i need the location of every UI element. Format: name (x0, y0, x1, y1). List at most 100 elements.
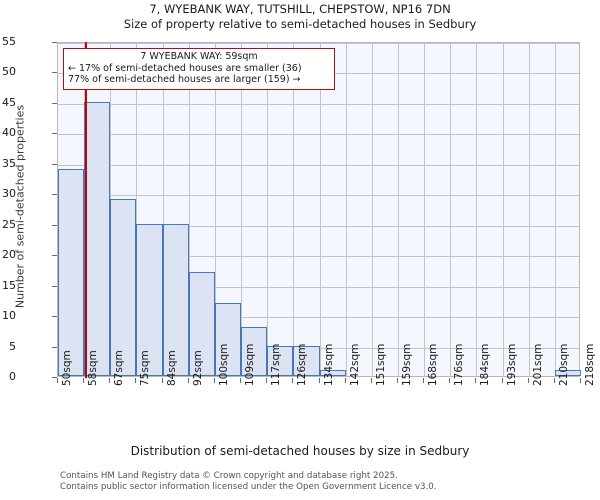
gridline-v (529, 43, 530, 376)
x-axis-tick-label: 126sqm (296, 343, 308, 386)
gridline-v (476, 43, 477, 376)
annotation-box: 7 WYEBANK WAY: 59sqm ← 17% of semi-detac… (63, 48, 335, 90)
gridline-v (241, 43, 242, 376)
chart-title: 7, WYEBANK WAY, TUTSHILL, CHEPSTOW, NP16… (149, 2, 451, 16)
y-axis-tick-mark (52, 346, 57, 348)
x-axis-tick-mark (528, 378, 529, 383)
gridline-h (58, 195, 579, 197)
x-axis-tick-label: 84sqm (166, 350, 178, 386)
x-axis-tick-label: 201sqm (532, 343, 544, 386)
y-axis-tick-label: 25 (2, 217, 16, 231)
x-axis-tick-label: 75sqm (139, 350, 151, 386)
x-axis-tick-label: 184sqm (479, 343, 491, 386)
y-axis-tick-label: 50 (2, 65, 16, 79)
y-axis-tick-mark (52, 194, 57, 196)
gridline-v (503, 43, 504, 376)
y-axis-tick-mark (52, 255, 57, 257)
histogram-bar (84, 101, 110, 376)
gridline-v (136, 43, 137, 376)
x-axis-tick-mark (319, 378, 320, 383)
gridline-h (58, 43, 579, 44)
histogram-bar (241, 327, 267, 376)
x-axis-tick-label: 134sqm (323, 343, 335, 386)
x-axis-tick-mark (423, 378, 424, 383)
gridline-v (555, 43, 556, 376)
y-axis-tick-mark (52, 316, 57, 318)
gridline-v (450, 43, 451, 376)
footer-line-2: Contains public sector information licen… (60, 481, 437, 492)
x-axis-tick-label: 168sqm (427, 343, 439, 386)
x-axis-tick-mark (83, 378, 84, 383)
y-axis-tick-label: 35 (2, 156, 16, 170)
x-axis-tick-mark (266, 378, 267, 383)
x-axis-tick-mark (371, 378, 372, 383)
y-axis-tick-label: 20 (2, 248, 16, 262)
gridline-v (346, 43, 347, 376)
x-axis-tick-label: 210sqm (558, 343, 570, 386)
histogram-bar (163, 223, 189, 376)
gridline-v (189, 43, 190, 376)
bar-series (58, 43, 581, 376)
y-axis-tick-mark (52, 224, 57, 226)
footer-attribution: Contains HM Land Registry data © Crown c… (60, 471, 600, 492)
y-axis-tick-label: 15 (2, 278, 16, 292)
x-axis-tick-mark (292, 378, 293, 383)
y-axis-tick-label: 45 (2, 95, 16, 109)
y-axis-tick-mark (52, 72, 57, 74)
x-axis-tick-label: 193sqm (506, 343, 518, 386)
x-axis-tick-mark (449, 378, 450, 383)
gridline-h (58, 103, 579, 105)
x-axis-tick-label: 50sqm (61, 350, 73, 386)
gridline-v (398, 43, 399, 376)
histogram-bar (58, 168, 84, 376)
x-axis-tick-label: 67sqm (113, 350, 125, 386)
gridline-h (58, 286, 579, 288)
histogram-bar (267, 345, 293, 376)
y-axis-tick-label: 30 (2, 187, 16, 201)
y-axis-tick-mark (52, 42, 57, 43)
x-axis-tick-label: 92sqm (192, 350, 204, 386)
x-axis-tick-mark (109, 378, 110, 383)
histogram-bar (320, 369, 346, 376)
property-size-marker-line (85, 42, 87, 378)
x-axis-tick-mark (240, 378, 241, 383)
x-axis-tick-label: 176sqm (453, 343, 465, 386)
x-axis-tick-label: 218sqm (584, 343, 596, 386)
y-axis-tick-label: 40 (2, 126, 16, 140)
histogram-bar (136, 223, 163, 376)
x-axis-tick-label: 151sqm (375, 343, 387, 386)
gridline-v (293, 43, 294, 376)
y-axis-tick-label: 5 (9, 339, 16, 353)
histogram-bar (110, 199, 136, 376)
x-axis-tick-mark (214, 378, 215, 383)
histogram-bar (189, 272, 215, 376)
y-axis-tick-mark (52, 102, 57, 104)
x-axis-tick-mark (475, 378, 476, 383)
x-axis-tick-label: 159sqm (401, 343, 413, 386)
plot-area (57, 42, 581, 377)
x-axis-tick-mark (502, 378, 503, 383)
gridline-v (320, 43, 321, 376)
x-axis-tick-mark (162, 378, 163, 383)
annotation-line-2: ← 17% of semi-detached houses are smalle… (68, 62, 302, 74)
x-axis-tick-mark (580, 378, 581, 383)
annotation-line-3: 77% of semi-detached houses are larger (… (68, 74, 301, 85)
y-axis-tick-mark (52, 377, 57, 378)
x-axis-tick-label: 100sqm (218, 343, 230, 386)
y-axis-tick-label: 0 (9, 370, 16, 383)
annotation-line-1: 7 WYEBANK WAY: 59sqm (140, 51, 258, 62)
footer-line-1: Contains HM Land Registry data © Crown c… (60, 471, 398, 481)
x-axis-tick-mark (554, 378, 555, 383)
y-axis-tick-label: 55 (2, 35, 16, 48)
histogram-bar (215, 302, 241, 376)
y-axis-tick-label: 10 (2, 309, 16, 323)
histogram-bar (293, 345, 320, 376)
y-axis-tick-mark (52, 285, 57, 287)
gridline-v (215, 43, 216, 376)
gridline-h (58, 256, 579, 258)
x-axis-tick-mark (345, 378, 346, 383)
y-axis-tick-mark (52, 133, 57, 135)
x-axis-tick-label: 58sqm (87, 350, 99, 386)
x-axis-tick-label: 109sqm (244, 343, 256, 386)
gridline-h (58, 317, 579, 319)
